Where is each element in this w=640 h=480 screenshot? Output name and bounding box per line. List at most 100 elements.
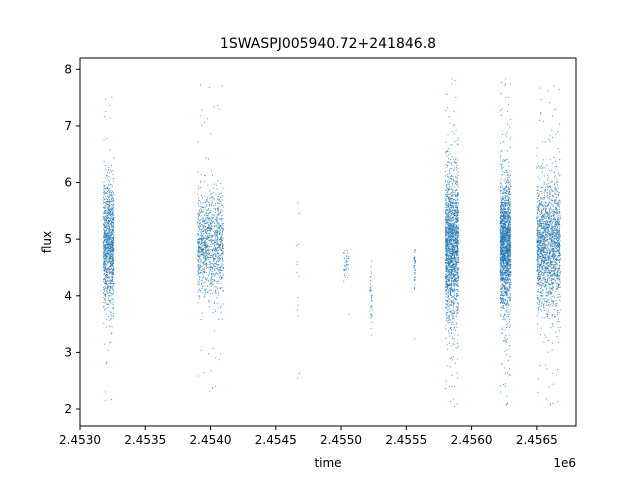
data-point	[202, 253, 204, 255]
data-point	[213, 261, 215, 263]
data-point	[201, 109, 203, 111]
data-point	[447, 227, 449, 229]
data-point	[207, 267, 209, 269]
data-point	[221, 227, 223, 229]
data-point	[202, 282, 204, 284]
data-point	[200, 201, 202, 203]
data-point	[107, 286, 109, 288]
data-point	[449, 222, 451, 224]
data-point	[219, 244, 221, 246]
data-point	[447, 93, 449, 95]
data-point	[215, 290, 217, 292]
data-point	[457, 167, 459, 169]
data-point	[211, 200, 213, 202]
data-point	[197, 171, 199, 173]
data-point	[447, 279, 449, 281]
data-point	[508, 230, 510, 232]
data-point	[107, 231, 109, 233]
data-point	[370, 313, 372, 315]
data-point	[457, 235, 459, 237]
data-point	[214, 279, 216, 281]
data-point	[457, 232, 459, 234]
data-point	[198, 247, 200, 249]
data-point	[106, 214, 108, 216]
data-point	[445, 263, 447, 265]
data-point	[454, 159, 456, 161]
data-point	[456, 250, 458, 252]
data-point	[448, 256, 450, 258]
data-point	[106, 254, 108, 256]
data-point	[448, 222, 450, 224]
data-point	[451, 226, 453, 228]
data-point	[447, 234, 449, 236]
data-point	[450, 259, 452, 261]
data-point	[200, 319, 202, 321]
data-point	[206, 204, 208, 206]
data-point	[447, 267, 449, 269]
data-point	[220, 201, 222, 203]
data-point	[111, 230, 113, 232]
data-point	[221, 85, 223, 87]
data-point	[111, 219, 113, 221]
data-point	[446, 255, 448, 257]
data-point	[510, 325, 512, 327]
data-point	[201, 241, 203, 243]
data-point	[203, 247, 205, 249]
data-point	[450, 202, 452, 204]
data-point	[111, 197, 113, 199]
data-point	[204, 246, 206, 248]
data-point	[370, 288, 372, 290]
data-point	[112, 272, 114, 274]
data-point	[210, 266, 212, 268]
data-point	[453, 124, 455, 126]
data-point	[454, 267, 456, 269]
data-point	[108, 230, 110, 232]
data-point	[451, 241, 453, 243]
data-point	[214, 249, 216, 251]
data-point	[204, 295, 206, 297]
data-point	[108, 300, 110, 302]
data-point	[107, 271, 109, 273]
data-point	[448, 183, 450, 185]
data-point	[453, 225, 455, 227]
data-point	[109, 190, 111, 192]
data-point	[452, 322, 454, 324]
data-point	[109, 199, 111, 201]
data-point	[108, 225, 110, 227]
data-point	[453, 271, 455, 273]
data-point	[219, 259, 221, 261]
data-point	[504, 183, 506, 185]
data-point	[106, 287, 108, 289]
data-point	[454, 226, 456, 228]
data-point	[107, 239, 109, 241]
data-point	[213, 207, 215, 209]
data-point	[216, 238, 218, 240]
data-point	[370, 266, 372, 268]
data-point	[454, 263, 456, 265]
data-point	[210, 269, 212, 271]
data-point	[507, 180, 509, 182]
data-point	[454, 204, 456, 206]
data-point	[370, 290, 372, 292]
data-point	[198, 205, 200, 207]
data-point	[452, 257, 454, 259]
data-point	[502, 261, 504, 263]
data-point	[197, 291, 199, 293]
data-point	[107, 297, 109, 299]
data-point	[445, 258, 447, 260]
data-point	[450, 232, 452, 234]
data-point	[107, 227, 109, 229]
data-point	[219, 228, 221, 230]
data-point	[506, 287, 508, 289]
data-point	[452, 232, 454, 234]
data-point	[108, 243, 110, 245]
data-point	[500, 238, 502, 240]
data-point	[209, 261, 211, 263]
data-point	[448, 240, 450, 242]
data-point	[112, 212, 114, 214]
data-point	[452, 307, 454, 309]
data-point	[107, 268, 109, 270]
data-point	[106, 171, 108, 173]
data-point	[506, 189, 508, 191]
data-point	[449, 263, 451, 265]
